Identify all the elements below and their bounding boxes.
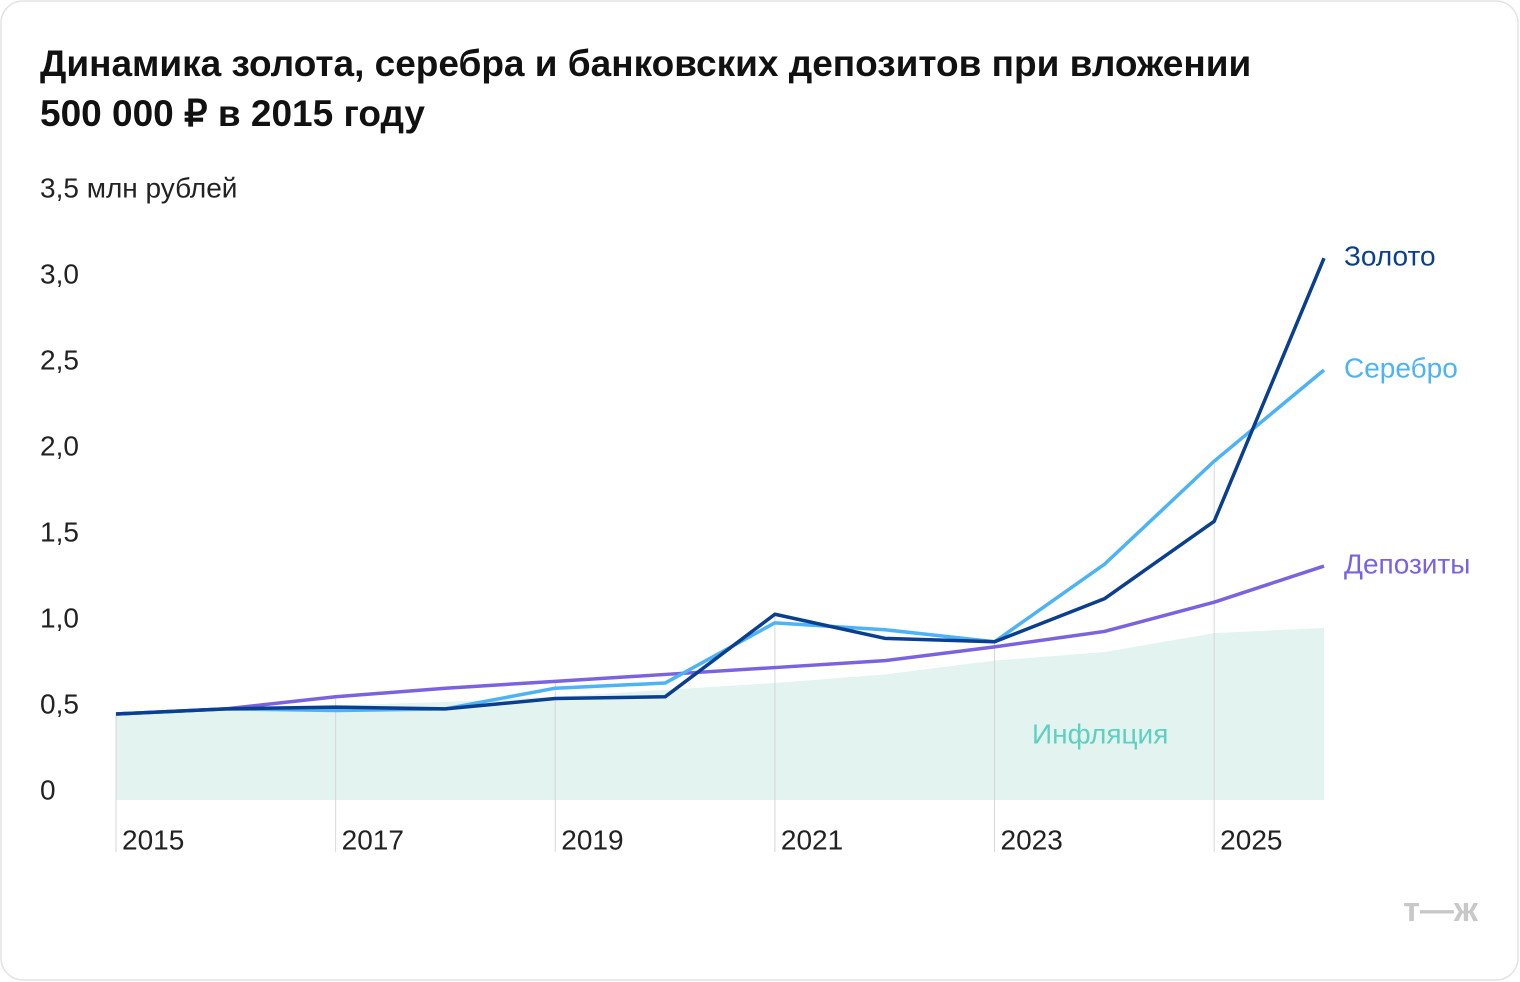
- inflation-area: [116, 628, 1324, 800]
- y-tick-label: 0: [40, 774, 56, 805]
- series-label: Инфляция: [1032, 718, 1168, 749]
- line: [115, 368, 1326, 716]
- series-label: Депозиты: [1344, 548, 1470, 579]
- y-tick-label: 2,0: [40, 430, 79, 461]
- line: [115, 257, 1326, 716]
- y-tick-label: 3,0: [40, 258, 79, 289]
- x-tick-label: 2021: [781, 824, 843, 855]
- x-tick-label: 2017: [342, 824, 404, 855]
- series-label: Золото: [1344, 241, 1436, 272]
- line: [115, 564, 1325, 716]
- chart-title: Динамика золота, серебра и банковских де…: [40, 43, 1251, 84]
- series-label: Серебро: [1344, 352, 1458, 383]
- x-tick-label: 2019: [561, 824, 623, 855]
- x-tick-label: 2025: [1220, 824, 1282, 855]
- y-tick-label: 2,5: [40, 344, 79, 375]
- x-tick-label: 2015: [122, 824, 184, 855]
- y-tick-label: 3,5 млн рублей: [40, 172, 237, 203]
- x-tick-label: 2023: [1001, 824, 1063, 855]
- y-tick-label: 0,5: [40, 688, 79, 719]
- y-tick-label: 1,0: [40, 602, 79, 633]
- chart-subtitle: 500 000 ₽ в 2015 году: [40, 93, 425, 134]
- y-tick-label: 1,5: [40, 516, 79, 547]
- watermark: т—ж: [1403, 891, 1479, 929]
